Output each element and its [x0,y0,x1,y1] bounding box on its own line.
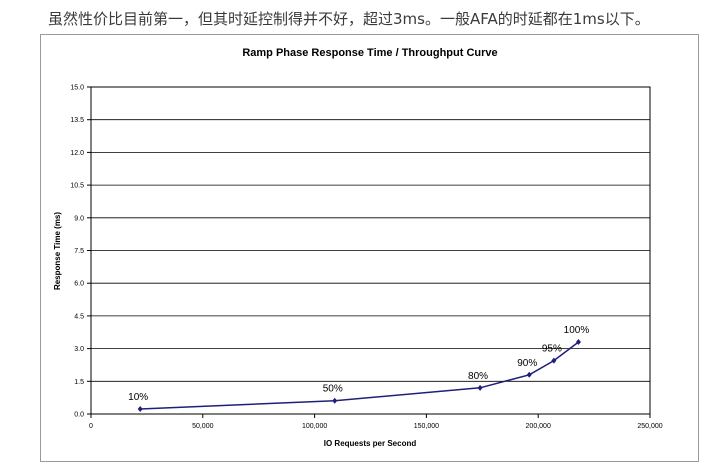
y-tick-label: 12.0 [70,150,84,157]
chart-title: Ramp Phase Response Time / Throughput Cu… [242,47,497,59]
y-tick-label: 15.0 [70,85,84,92]
data-label: 90% [517,358,537,369]
data-point-marker [575,339,581,346]
data-point-marker [332,397,338,404]
data-label: 100% [564,325,590,336]
data-point-marker [526,371,532,378]
y-tick-label: 9.0 [74,215,84,222]
data-label: 95% [542,344,562,355]
y-tick-label: 6.0 [74,281,84,288]
data-label: 10% [128,392,148,403]
x-tick-label: 150,000 [414,423,439,430]
page-caption: 虽然性价比目前第一，但其时延控制得并不好，超过3ms。一般AFA的时延都在1ms… [48,10,650,28]
x-tick-label: 200,000 [526,423,551,430]
series-line [140,341,579,410]
y-tick-label: 13.5 [70,117,84,124]
x-tick-label: 250,000 [637,423,662,430]
data-label: 50% [323,384,343,395]
x-tick-label: 100,000 [302,423,327,430]
data-point-marker [137,405,143,412]
y-tick-label: 10.5 [70,183,84,190]
y-tick-label: 1.5 [74,379,84,386]
x-tick-label: 0 [89,423,93,430]
x-axis-label: IO Requests per Second [324,439,417,448]
y-axis-label: Response Time (ms) [53,212,62,290]
y-tick-label: 4.5 [74,313,84,320]
x-tick-label: 50,000 [192,423,214,430]
data-label: 80% [468,371,488,382]
y-tick-label: 0.0 [74,412,84,419]
data-point-marker [551,357,557,364]
data-point-marker [477,384,483,391]
y-tick-label: 3.0 [74,346,84,353]
y-tick-label: 7.5 [74,248,84,255]
